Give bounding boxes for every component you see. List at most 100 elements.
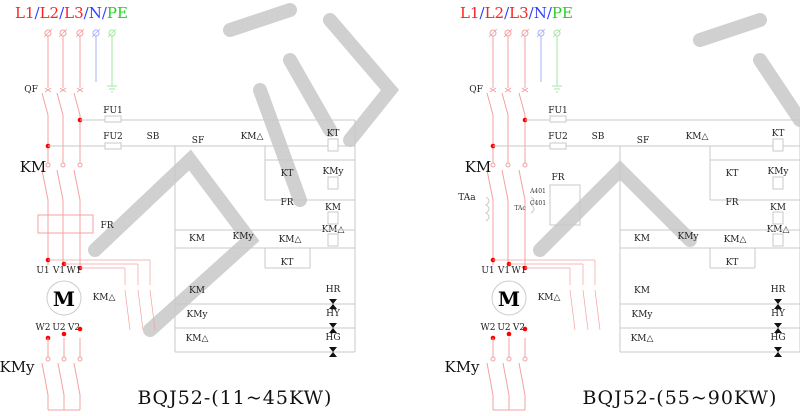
supply-n: N bbox=[534, 4, 547, 22]
label-kt-nc: KT bbox=[726, 169, 739, 179]
separator: / bbox=[35, 4, 41, 22]
label-w2: W2 bbox=[36, 323, 51, 333]
label-qf: QF bbox=[469, 85, 483, 95]
label-sf: SF bbox=[637, 136, 649, 146]
label-km-delta-main: KM△ bbox=[538, 293, 561, 303]
supply-l2: L2 bbox=[40, 4, 60, 22]
label-v2: V2 bbox=[67, 323, 80, 333]
supply-l1: L1 bbox=[15, 4, 35, 22]
coil-kmy-coil bbox=[772, 176, 784, 190]
separator: / bbox=[59, 4, 65, 22]
coil-km-delta-coil bbox=[327, 233, 339, 247]
label-km-delta-main: KM△ bbox=[93, 293, 116, 303]
lamp-hg bbox=[774, 347, 782, 357]
label-hr: HR bbox=[771, 285, 786, 295]
label-hy: HY bbox=[771, 309, 786, 319]
label-kmy-main: KMy bbox=[0, 358, 35, 376]
label-km-delta-contact: KM△ bbox=[724, 235, 747, 245]
diagram-title: BQJ52-(55~90KW) bbox=[583, 387, 778, 409]
label-km-coil: KM bbox=[770, 203, 786, 213]
label-fu2: FU2 bbox=[548, 132, 568, 142]
supply-n: N bbox=[89, 4, 102, 22]
junction-node bbox=[522, 326, 528, 332]
supply-pe: PE bbox=[107, 4, 128, 22]
label-w1: W1 bbox=[67, 266, 82, 276]
label-km-hold: KM bbox=[634, 234, 650, 244]
label-km-delta-lamp: KM△ bbox=[631, 334, 654, 344]
motor bbox=[491, 280, 527, 316]
lamp-hg bbox=[329, 347, 337, 357]
separator: / bbox=[84, 4, 90, 22]
label-kmy-contact: KMy bbox=[677, 232, 699, 242]
fuse-fu1 bbox=[104, 115, 122, 123]
separator: / bbox=[504, 4, 510, 22]
label-km-coil: KM bbox=[325, 203, 341, 213]
lamp-hy bbox=[774, 323, 782, 333]
lamp-hr bbox=[329, 299, 337, 309]
fuse-fu1 bbox=[549, 115, 567, 123]
label-km-delta-top: KM△ bbox=[686, 132, 709, 142]
label-fu1: FU1 bbox=[103, 106, 123, 116]
label-u2: U2 bbox=[497, 323, 510, 333]
supply-l3: L3 bbox=[64, 4, 84, 22]
label-kmy-contact: KMy bbox=[232, 232, 254, 242]
diagram-title: BQJ52-(11~45KW) bbox=[138, 387, 333, 409]
label-u2: U2 bbox=[52, 323, 65, 333]
fr-relay bbox=[549, 184, 581, 226]
separator: / bbox=[102, 4, 108, 22]
label-c401: C401 bbox=[530, 200, 546, 207]
label-a401: A401 bbox=[529, 188, 546, 195]
label-kmy-coil: KMy bbox=[767, 167, 789, 177]
label-taa: TAa bbox=[458, 193, 476, 203]
label-qf: QF bbox=[24, 85, 38, 95]
label-km-delta-top: KM△ bbox=[241, 132, 264, 142]
junction-node bbox=[61, 331, 67, 337]
label-v1: V1 bbox=[497, 266, 510, 276]
label-kmy-lamp: KMy bbox=[186, 310, 208, 320]
coil-kt-coil bbox=[327, 138, 339, 152]
label-u1: U1 bbox=[36, 266, 49, 276]
label-w2: W2 bbox=[481, 323, 496, 333]
label-tac: TAc bbox=[514, 205, 526, 212]
fuse-fu2 bbox=[549, 142, 567, 150]
lamp-hr bbox=[774, 299, 782, 309]
supply-labels: L1/L2/L3/N/PE bbox=[460, 4, 573, 22]
label-hy: HY bbox=[326, 309, 341, 319]
coil-km-coil bbox=[327, 211, 339, 225]
supply-l1: L1 bbox=[460, 4, 480, 22]
label-kmy-lamp: KMy bbox=[631, 310, 653, 320]
separator: / bbox=[529, 4, 535, 22]
label-sf: SF bbox=[192, 136, 204, 146]
label-fr-contact: FR bbox=[280, 198, 293, 208]
label-km-main: KM bbox=[465, 158, 492, 176]
label-v1: V1 bbox=[52, 266, 65, 276]
label-fr-main: FR bbox=[551, 173, 564, 183]
motor-label: M bbox=[498, 287, 520, 311]
separator: / bbox=[547, 4, 553, 22]
supply-pe: PE bbox=[552, 4, 573, 22]
coil-km-coil bbox=[772, 211, 784, 225]
junction-node bbox=[506, 331, 512, 337]
label-hg: HG bbox=[325, 333, 340, 343]
motor bbox=[46, 280, 82, 316]
supply-l2: L2 bbox=[485, 4, 505, 22]
label-kmy-coil: KMy bbox=[322, 167, 344, 177]
label-km-delta-contact: KM△ bbox=[279, 235, 302, 245]
label-v2: V2 bbox=[512, 323, 525, 333]
motor-label: M bbox=[53, 287, 75, 311]
label-km-delta-lamp: KM△ bbox=[186, 334, 209, 344]
label-km-lamp: KM bbox=[189, 286, 205, 296]
label-kmy-main: KMy bbox=[444, 358, 480, 376]
coil-km-delta-coil bbox=[772, 233, 784, 247]
label-w1: W1 bbox=[512, 266, 527, 276]
label-kt-no: KT bbox=[281, 258, 294, 268]
junction-node bbox=[77, 326, 83, 332]
label-u1: U1 bbox=[481, 266, 494, 276]
label-kt-nc: KT bbox=[281, 169, 294, 179]
label-kt-coil: KT bbox=[327, 129, 340, 139]
label-km-hold: KM bbox=[189, 234, 205, 244]
